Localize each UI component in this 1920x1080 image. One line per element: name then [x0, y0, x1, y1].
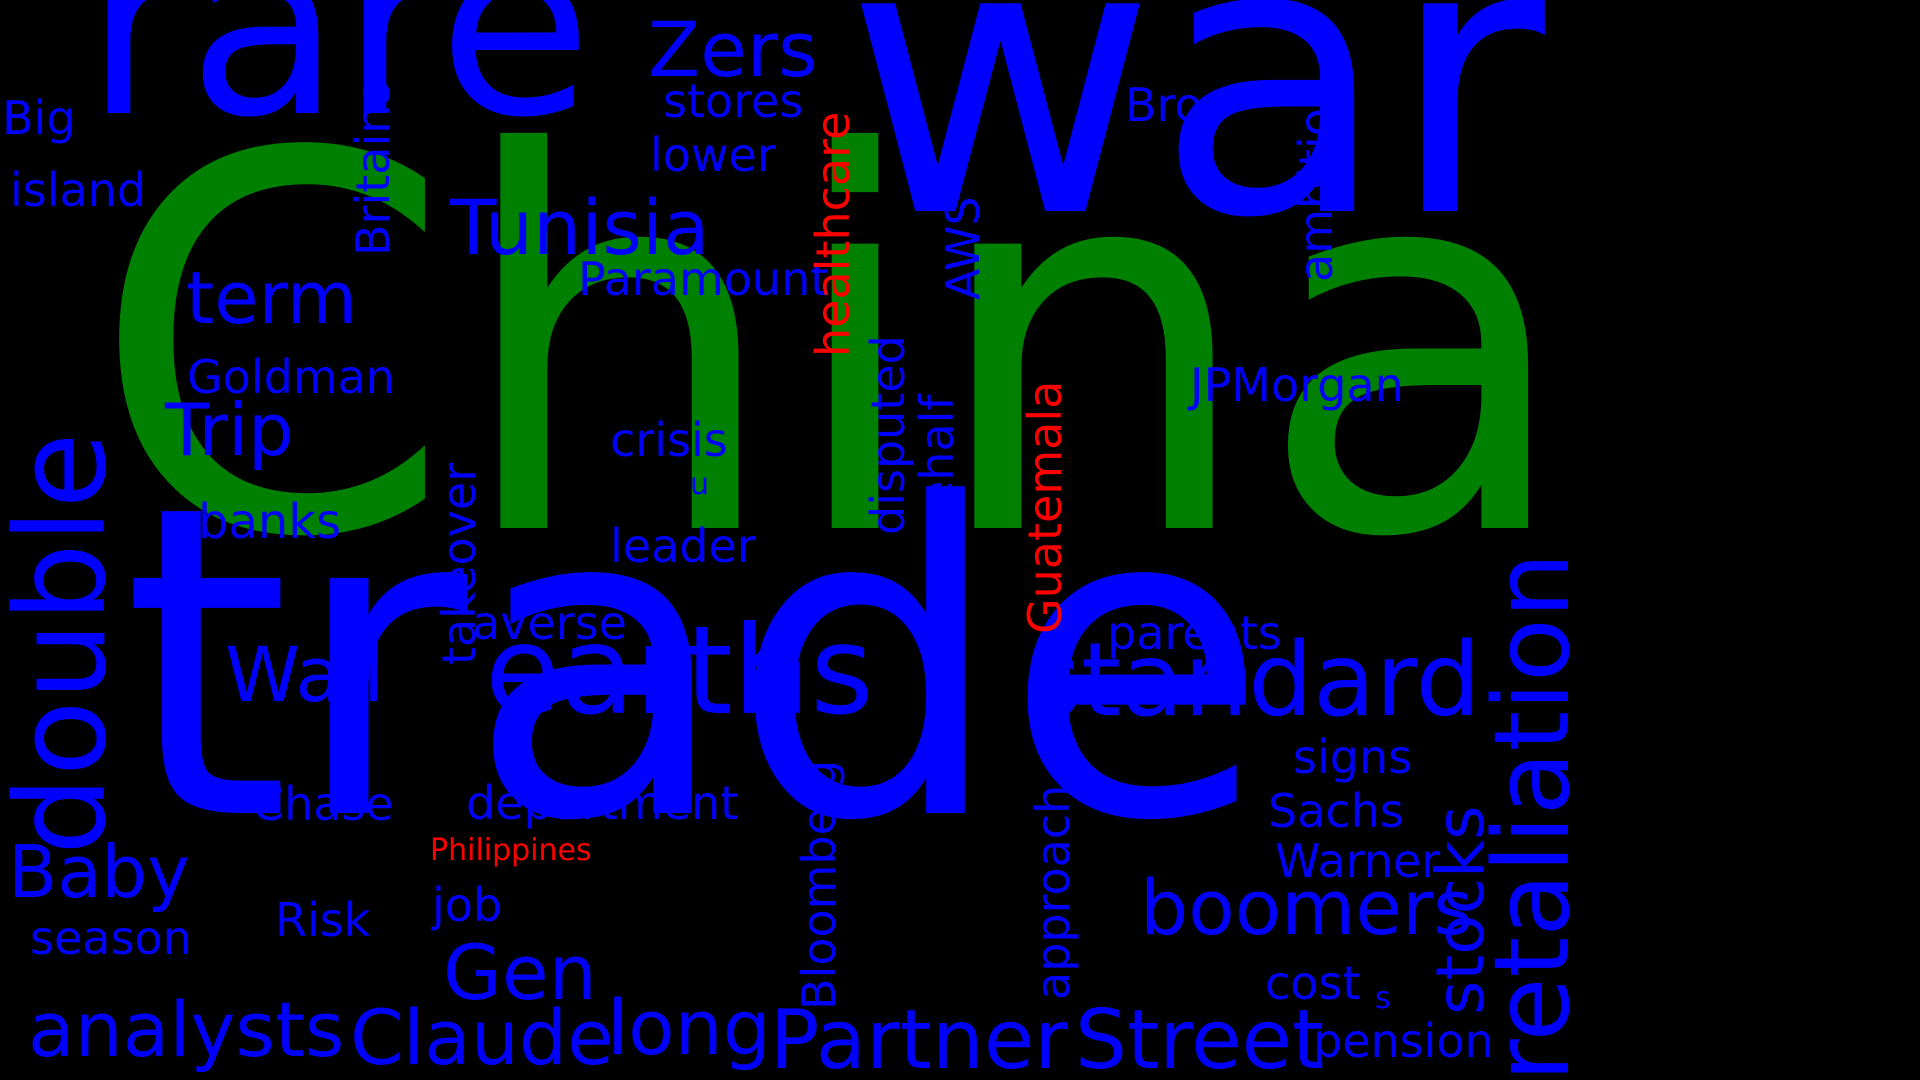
word-banks: banks [198, 494, 342, 550]
word-analysts: analysts [28, 985, 345, 1074]
word-takeover: takeover [432, 462, 486, 665]
word-sachs: Sachs [1268, 784, 1404, 838]
word-claude: Claude [350, 993, 614, 1080]
word-boomers: boomers [1140, 863, 1473, 952]
word-paramount: Paramount [578, 252, 829, 306]
word-warner: Warner [1275, 834, 1441, 888]
word-gen: Gen [443, 928, 597, 1017]
word-averse: averse [472, 596, 627, 650]
word-stores: stores [663, 74, 804, 128]
word-war: war [845, 0, 1545, 301]
word-department: department [466, 776, 739, 830]
word-parents: parents [1107, 606, 1282, 660]
word-term: term [186, 256, 357, 340]
word-lower: lower [650, 128, 776, 182]
word-tunisia: Tunisia [450, 183, 710, 272]
word-philippines: Philippines [430, 833, 592, 868]
word-ambition: ambition [1289, 78, 1343, 282]
word-britains: Britains [346, 80, 400, 256]
word-season: season [30, 911, 192, 965]
word-healthcare: healthcare [806, 111, 860, 357]
word-island: island [10, 163, 147, 217]
word-bros: Bros [1125, 78, 1227, 132]
word-risk: Risk [275, 893, 371, 947]
word-pension: pension [1313, 1014, 1494, 1068]
word-long: long [607, 983, 772, 1072]
word-approach: approach [1026, 784, 1080, 1000]
word-partner: Partner [770, 993, 1069, 1080]
word-baby: Baby [8, 830, 190, 914]
word-street: Street [1075, 993, 1325, 1080]
word-leader: leader [610, 519, 756, 573]
word-job: job [432, 878, 503, 932]
word-standard: standard [1028, 621, 1481, 740]
word-crisis: crisis [610, 413, 728, 467]
word-aws: AWS [936, 196, 990, 300]
word-cost: cost [1265, 956, 1361, 1010]
word-trade: trade [122, 415, 1269, 915]
word-big: Big [2, 91, 76, 145]
word-goldman: Goldman [187, 350, 395, 404]
word-earths: earths [485, 600, 874, 742]
word-wall: Wall [225, 630, 385, 719]
word-stocks: stocks [1422, 805, 1499, 1015]
word-s: s [1375, 981, 1391, 1016]
word-chase: Chase [252, 777, 394, 831]
word-double: double [0, 432, 134, 855]
word-trip: Trip [165, 388, 294, 472]
word-bloomberg: Bloomberg [792, 759, 846, 1010]
word-guatemala: Guatemala [1018, 380, 1072, 634]
word-signs: signs [1293, 730, 1413, 784]
word-disputed: disputed [861, 335, 915, 535]
word-jpmorgan: JPMorgan [1190, 358, 1404, 412]
word-changehalf: changehalf [910, 394, 964, 650]
word-rare: rare [85, 0, 593, 172]
word-u: u [690, 467, 710, 502]
word-zers: Zers [648, 5, 818, 94]
word-china: China [90, 45, 1576, 651]
